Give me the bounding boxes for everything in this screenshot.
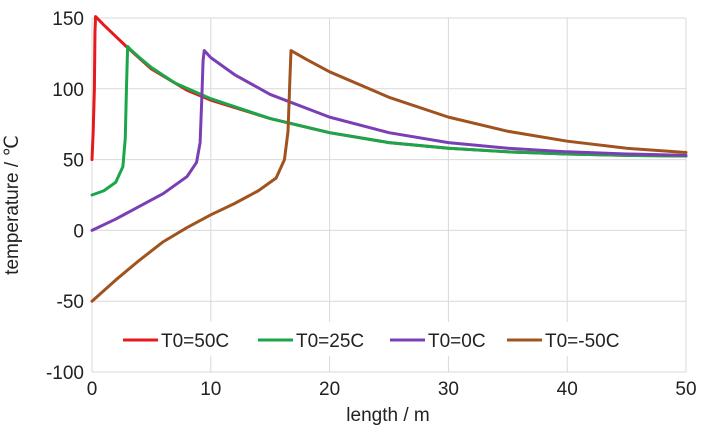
x-tick-label: 40 (557, 379, 578, 400)
series-line (90, 15, 688, 162)
legend-label: T0=-50C (545, 331, 619, 352)
x-tick-label: 50 (675, 379, 696, 400)
series-line (90, 49, 688, 303)
legend: T0=50C T0=25C T0=0C T0=-50C (123, 331, 619, 352)
legend-label: T0=50C (161, 331, 229, 352)
y-tick-label: 0 (73, 221, 84, 242)
series-layer (90, 15, 688, 303)
series-line (90, 49, 688, 232)
series-line (90, 44, 688, 197)
legend-label: T0=25C (296, 331, 364, 352)
y-tick-label: 100 (52, 80, 84, 101)
tick-layer: 0 10 20 30 40 50 -100 -50 0 50 100 150 (46, 9, 697, 400)
x-tick-label: 30 (438, 379, 459, 400)
x-tick-label: 0 (87, 379, 98, 400)
x-axis-title: length / m (346, 405, 429, 426)
grid-layer (91, 17, 687, 373)
y-tick-label: 150 (52, 9, 84, 30)
legend-background (112, 322, 632, 356)
y-tick-label: -50 (57, 292, 84, 313)
legend-label: T0=0C (428, 331, 486, 352)
x-tick-label: 20 (319, 379, 340, 400)
x-tick-label: 10 (200, 379, 221, 400)
y-tick-label: 50 (63, 151, 84, 172)
y-tick-label: -100 (46, 363, 84, 384)
y-axis-title: temperature / ℃ (2, 135, 23, 275)
